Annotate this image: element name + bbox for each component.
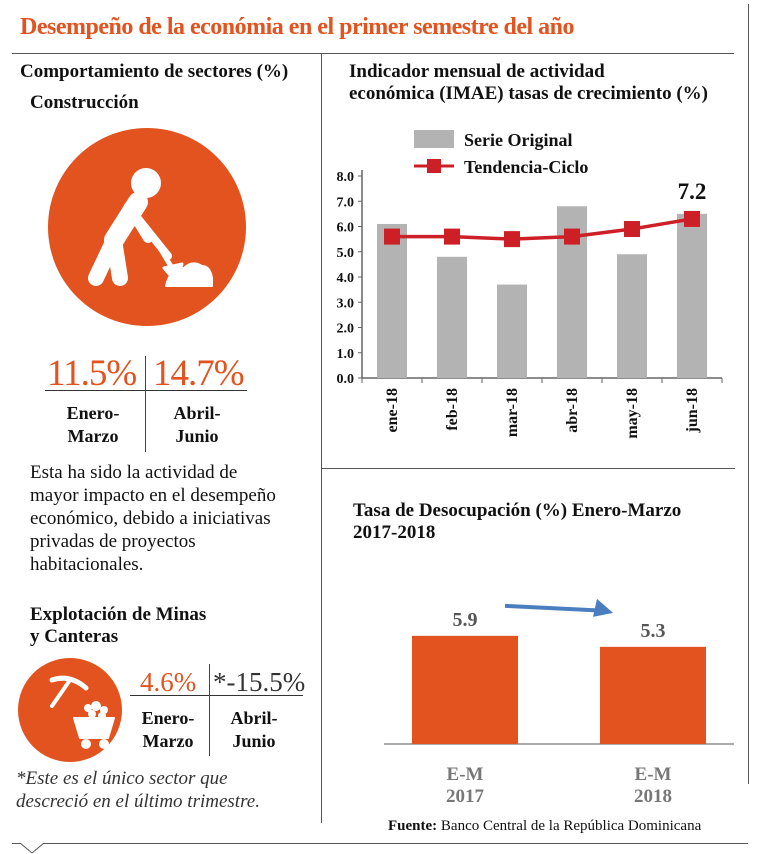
trend-point-abr-18 bbox=[564, 228, 580, 245]
category-label-line2: 2018 bbox=[634, 786, 672, 807]
sectors-heading: Comportamiento de sectores (%) bbox=[20, 61, 289, 82]
frame-divider-top bbox=[12, 53, 734, 54]
construction-q2-label: Abril- Junio bbox=[173, 403, 221, 446]
bar-E-M-2018 bbox=[600, 646, 706, 744]
trend-line bbox=[392, 217, 693, 241]
trend-annotation: 7.2 bbox=[678, 179, 707, 204]
bar-mar-18 bbox=[497, 284, 527, 378]
mining-badge bbox=[18, 658, 122, 762]
y-tick-label: 5.0 bbox=[337, 246, 355, 261]
trend-point-jun-18 bbox=[684, 210, 700, 227]
trend-point-feb-18 bbox=[444, 228, 460, 245]
mining-heading: Explotación de Minas y Canteras bbox=[30, 604, 207, 647]
y-tick-label: 4.0 bbox=[337, 271, 355, 286]
trend-point-may-18 bbox=[624, 221, 640, 238]
mining-q1-value: 4.6% bbox=[140, 667, 197, 697]
frame-divider-right bbox=[748, 4, 749, 784]
x-tick-label: mar-18 bbox=[504, 388, 521, 437]
pointer-tail-icon bbox=[20, 843, 45, 854]
category-label-line1: E-M bbox=[635, 764, 672, 785]
category-label-line1: E-M bbox=[447, 764, 484, 785]
y-tick-label: 1.0 bbox=[337, 347, 355, 362]
y-tick-label: 2.0 bbox=[337, 322, 355, 337]
y-tick-label: 0.0 bbox=[337, 372, 355, 387]
decrease-arrow bbox=[504, 603, 608, 613]
y-tick-label: 8.0 bbox=[337, 170, 355, 185]
construction-period-divider bbox=[145, 356, 146, 452]
bar-ene-18 bbox=[377, 223, 407, 378]
imae-chart-title: Indicador mensual de actividad económica… bbox=[349, 61, 708, 104]
page-title: Desempeño de la económia en el primer se… bbox=[20, 14, 575, 40]
x-tick-label: may-18 bbox=[624, 388, 641, 439]
bar-value-label: 5.9 bbox=[453, 609, 478, 631]
mining-footnote: *Este es el único sector que descreció e… bbox=[16, 768, 260, 812]
x-tick-label: abr-18 bbox=[564, 388, 581, 433]
mining-cart-icon bbox=[49, 675, 115, 749]
category-label-line2: 2017 bbox=[446, 786, 485, 807]
mining-q2-label: Abril- Junio bbox=[230, 708, 278, 751]
bar-feb-18 bbox=[437, 256, 467, 378]
x-tick-label: ene-18 bbox=[384, 388, 401, 432]
unemployment-chart-title: Tasa de Desocupación (%) Enero-Marzo 201… bbox=[353, 500, 682, 543]
bar-value-label: 5.3 bbox=[641, 620, 666, 642]
y-tick-label: 7.0 bbox=[337, 195, 355, 210]
mining-q2-value: *-15.5% bbox=[213, 667, 306, 697]
construction-q2-value: 14.7% bbox=[153, 353, 245, 394]
construction-description: Esta ha sido la actividad de mayor impac… bbox=[30, 462, 276, 575]
chart-divider bbox=[322, 468, 735, 469]
construction-heading: Construcción bbox=[30, 92, 139, 113]
y-tick-label: 6.0 bbox=[337, 221, 355, 236]
construction-worker-icon bbox=[88, 168, 213, 287]
construction-badge bbox=[48, 128, 246, 326]
column-divider bbox=[321, 53, 322, 823]
frame-divider-bottom bbox=[12, 843, 748, 844]
y-tick-label: 3.0 bbox=[337, 296, 355, 311]
mining-q1-label: Enero- Marzo bbox=[141, 708, 195, 751]
decrease-arrow-head bbox=[593, 598, 613, 617]
construction-q1-value: 11.5% bbox=[47, 353, 137, 394]
bar-jun-18 bbox=[677, 213, 707, 378]
trend-point-ene-18 bbox=[384, 228, 400, 245]
x-tick-label: feb-18 bbox=[444, 388, 461, 431]
bar-may-18 bbox=[617, 254, 647, 378]
source-footer: Fuente: Banco Central de la República Do… bbox=[388, 818, 702, 834]
x-tick-label: jun-18 bbox=[684, 388, 701, 433]
mining-period-divider bbox=[209, 664, 210, 756]
mining-value-underline bbox=[130, 695, 303, 696]
legend-swatch-serie-original bbox=[414, 130, 454, 148]
imae-chart: Serie Original Tendencia-Ciclo 0.0 1.0 2.0 3.… bbox=[337, 130, 723, 439]
legend-label-serie-original: Serie Original bbox=[464, 130, 572, 150]
legend-marker-tendencia-ciclo bbox=[427, 159, 441, 173]
construction-value-underline bbox=[45, 390, 247, 391]
legend-label-tendencia-ciclo: Tendencia-Ciclo bbox=[464, 157, 588, 177]
trend-point-mar-18 bbox=[504, 231, 520, 248]
construction-q1-label: Enero- Marzo bbox=[66, 403, 120, 446]
bar-E-M-2017 bbox=[412, 635, 518, 744]
